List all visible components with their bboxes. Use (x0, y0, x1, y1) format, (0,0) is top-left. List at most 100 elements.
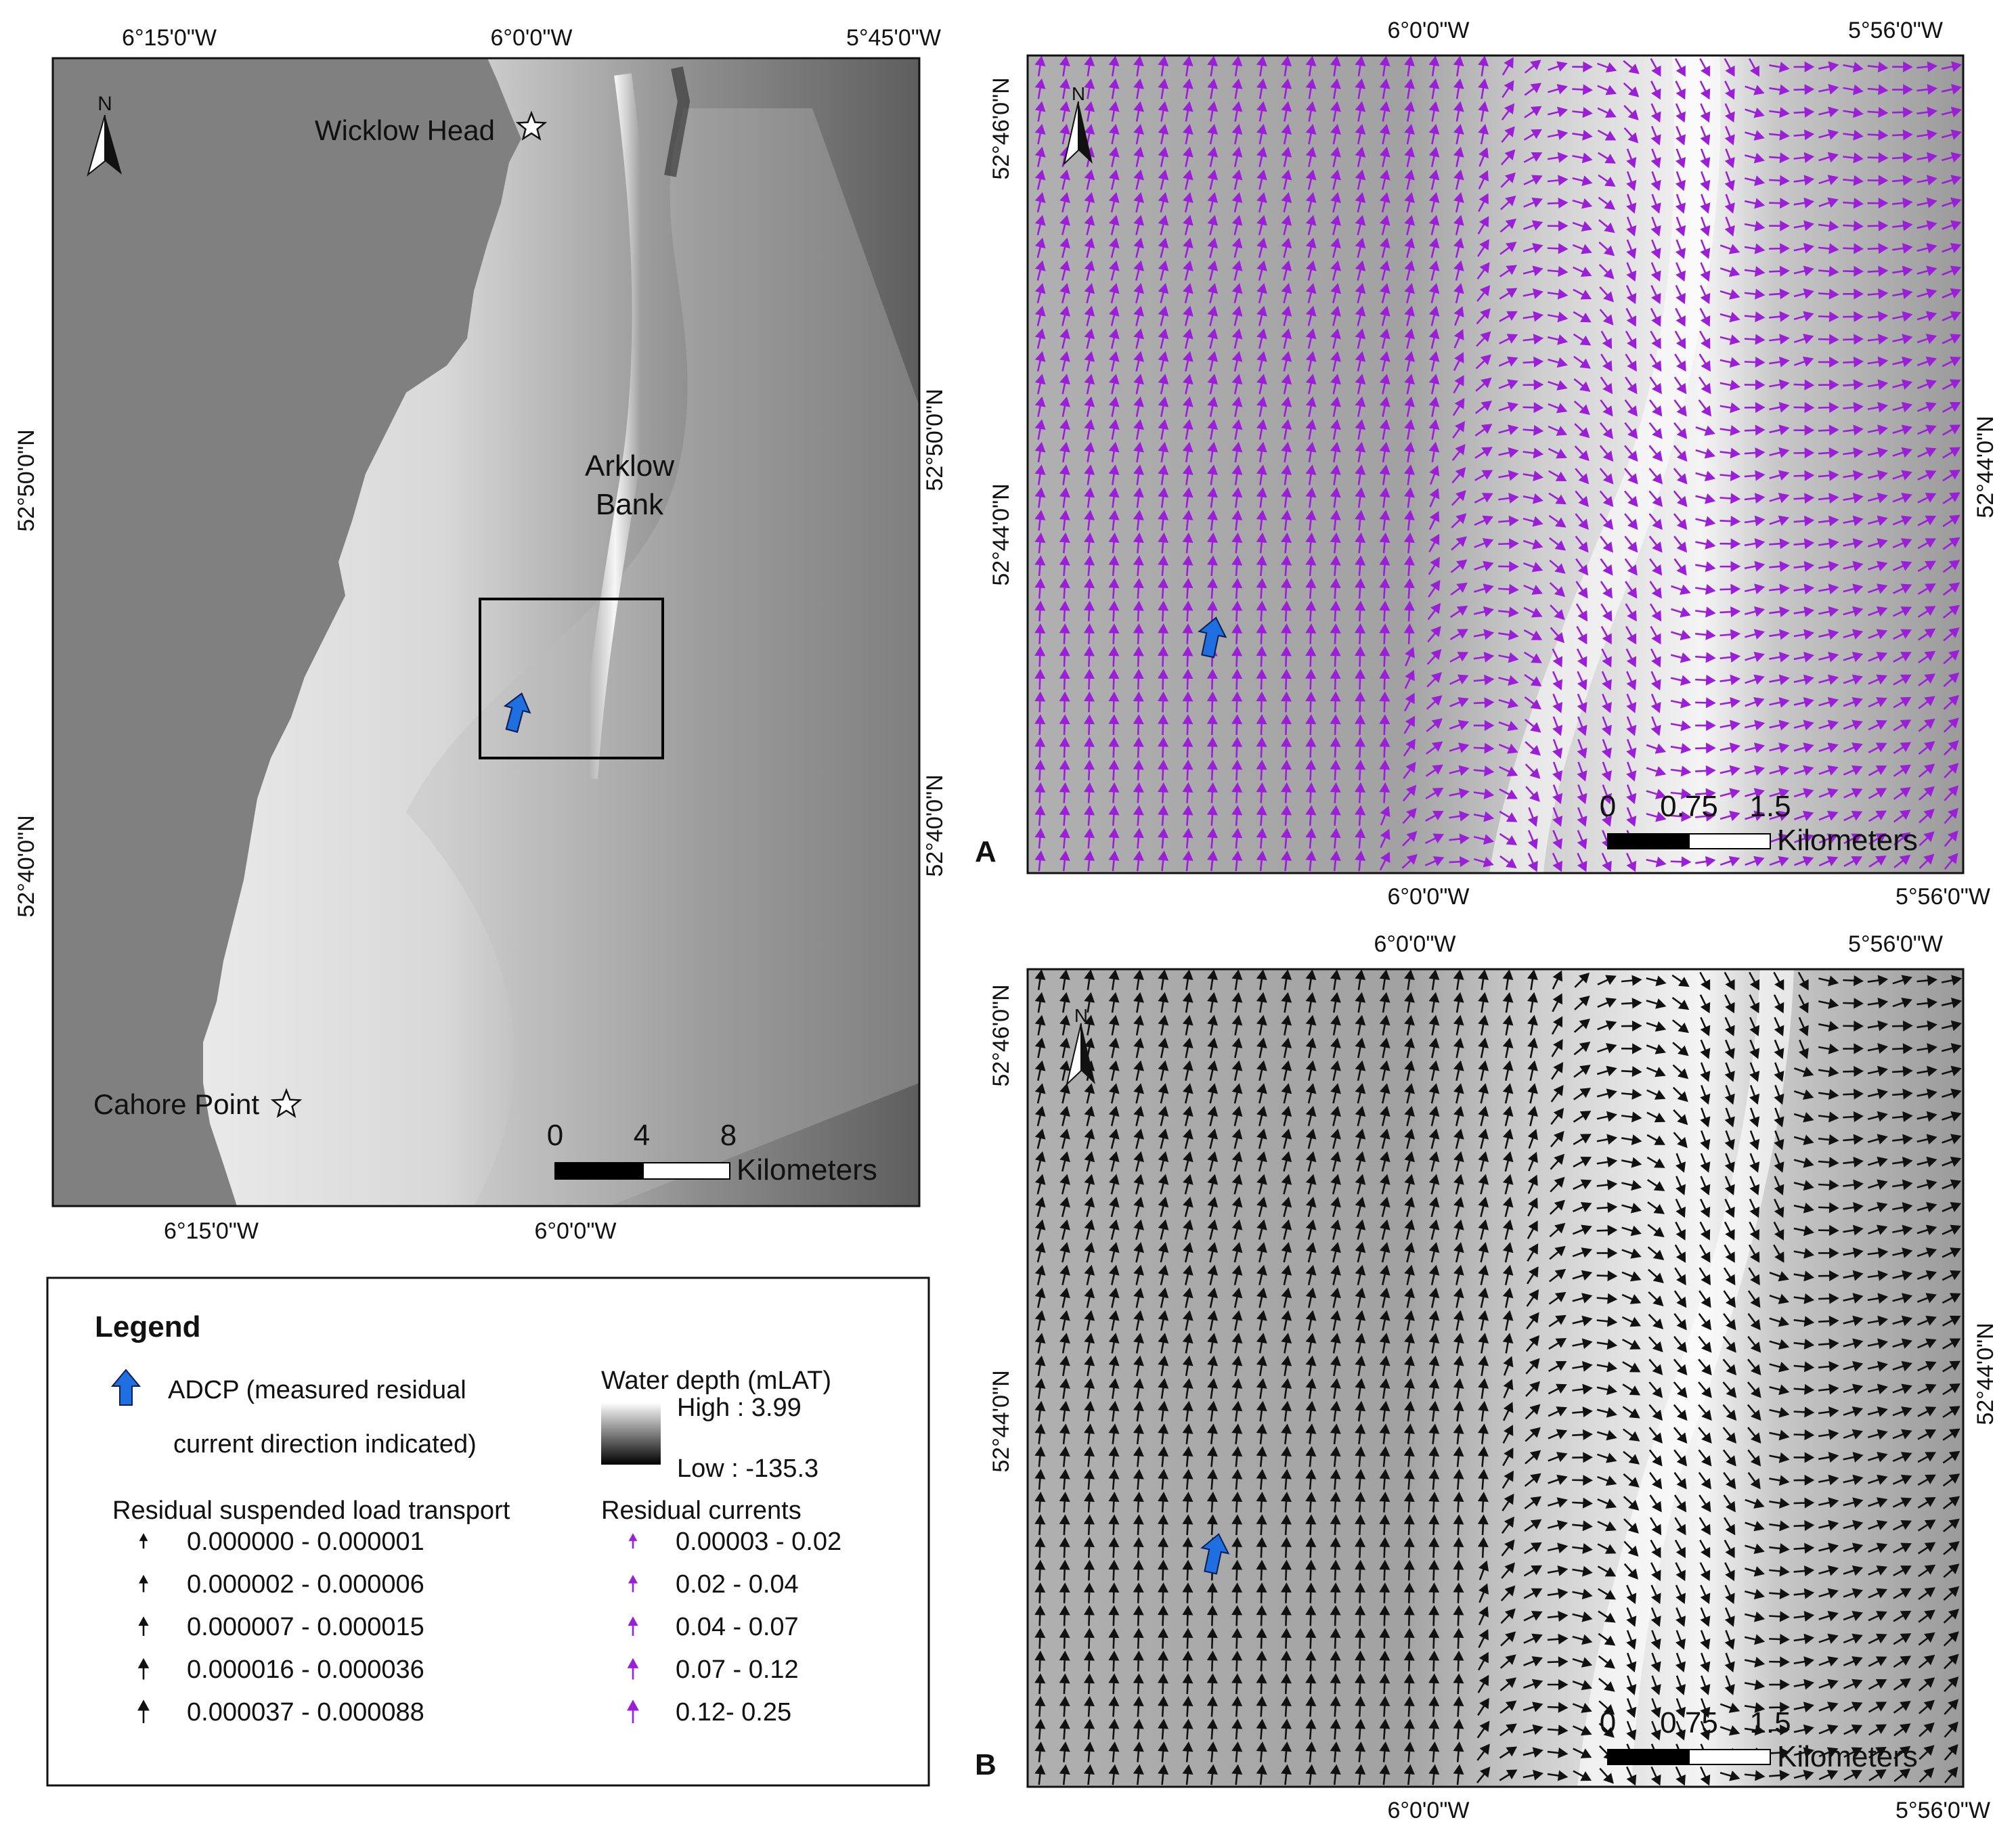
current-arrow-icon (1231, 396, 1243, 418)
arklow-label-line1: Arklow (585, 449, 674, 483)
current-arrow-icon (1794, 833, 1814, 844)
current-arrow-icon (1918, 786, 1935, 801)
transport-arrow-icon (1818, 1565, 1839, 1576)
current-arrow-icon (1744, 515, 1766, 527)
current-arrow-icon (1108, 669, 1120, 690)
panel-a-bottom-tick-1: 6°0'0"W (1388, 884, 1470, 910)
current-arrow-icon (1573, 288, 1592, 300)
transport-arrow-icon (1917, 1383, 1937, 1395)
current-arrow-icon (1084, 532, 1095, 554)
transport-arrow-icon (1206, 1695, 1218, 1717)
current-arrow-icon (1281, 396, 1292, 418)
current-arrow-icon (1547, 175, 1569, 186)
transport-arrow-icon (1868, 1746, 1887, 1759)
current-arrow-icon (1793, 175, 1815, 186)
current-arrow-icon (1673, 558, 1687, 576)
transport-arrow-icon (1942, 1406, 1960, 1418)
transport-arrow-icon (1892, 1315, 1913, 1327)
transport-arrow-icon (1256, 1514, 1267, 1536)
transport-arrow-icon (1281, 1287, 1292, 1308)
current-arrow-icon (1719, 583, 1741, 595)
current-arrow-icon (1601, 852, 1612, 872)
transport-arrow-icon (1305, 1197, 1317, 1218)
current-arrow-icon (1059, 646, 1070, 667)
overview-top-tick-3: 5°45'0"W (846, 25, 941, 51)
current-arrow-icon (1502, 80, 1514, 98)
current-arrow-icon (1034, 283, 1046, 304)
transport-arrow-icon (1108, 1128, 1120, 1149)
current-arrow-icon (1108, 283, 1120, 304)
transport-arrow-icon (1133, 1764, 1144, 1785)
current-arrow-icon (1452, 421, 1466, 439)
current-arrow-icon (1522, 539, 1543, 550)
transport-arrow-icon (1769, 1452, 1790, 1463)
current-arrow-icon (1034, 714, 1046, 735)
current-arrow-icon (1084, 351, 1095, 372)
current-arrow-icon (1552, 693, 1563, 713)
current-arrow-icon (1524, 696, 1541, 710)
transport-arrow-icon (1280, 1605, 1292, 1626)
transport-arrow-icon (1843, 1020, 1864, 1031)
current-arrow-icon (1675, 239, 1686, 259)
transport-arrow-icon (1699, 1290, 1711, 1308)
transport-arrow-icon (1207, 1400, 1219, 1422)
current-arrow-icon (1034, 850, 1046, 872)
transport-arrow-icon (1059, 1628, 1070, 1649)
current-arrow-icon (1330, 101, 1341, 122)
transport-arrow-icon (1379, 1015, 1390, 1036)
current-arrow-icon (1034, 419, 1046, 440)
current-arrow-icon (1451, 513, 1467, 529)
current-arrow-icon (1473, 811, 1495, 822)
current-arrow-icon (1084, 577, 1095, 599)
current-arrow-icon (1793, 810, 1814, 822)
transport-arrow-icon (1231, 1015, 1243, 1036)
current-arrow-icon (1206, 691, 1218, 713)
transport-arrow-icon (1700, 1630, 1711, 1650)
current-arrow-icon (1133, 169, 1145, 190)
current-arrow-icon (1769, 198, 1790, 209)
transport-arrow-icon (1747, 1404, 1761, 1421)
transport-arrow-icon (1843, 1293, 1864, 1304)
transport-arrow-icon (1059, 969, 1070, 990)
transport-arrow-icon (1330, 1355, 1341, 1377)
transport-arrow-icon (1355, 1287, 1366, 1308)
transport-arrow-icon (1404, 1287, 1416, 1308)
current-arrow-icon (1547, 197, 1569, 209)
transport-arrow-icon (1675, 1221, 1686, 1241)
current-arrow-icon (1793, 742, 1814, 753)
transport-arrow-icon (1231, 1650, 1243, 1672)
current-arrow-icon (1719, 334, 1740, 345)
current-arrow-icon (1206, 828, 1218, 849)
transport-arrow-icon (1596, 1179, 1618, 1191)
transport-arrow-icon (1305, 1718, 1317, 1740)
current-arrow-icon (1158, 441, 1169, 463)
transport-arrow-icon (1527, 1083, 1538, 1104)
transport-arrow-icon (1478, 1560, 1489, 1580)
current-arrow-icon (1918, 696, 1935, 709)
current-arrow-icon (1867, 356, 1889, 368)
transport-arrow-icon (1622, 1339, 1641, 1350)
current-arrow-icon (1769, 220, 1790, 231)
current-arrow-icon (1256, 78, 1267, 99)
transport-arrow-icon (1477, 1651, 1489, 1671)
transport-arrow-icon (1379, 1038, 1390, 1059)
transport-arrow-icon (1158, 1310, 1169, 1331)
current-arrow-icon (1404, 396, 1415, 418)
current-arrow-icon (1428, 146, 1440, 167)
current-arrow-icon (1305, 646, 1317, 667)
transport-arrow-icon (1207, 1219, 1219, 1240)
transport-arrow-icon (1478, 1583, 1489, 1603)
transport-arrow-icon (1724, 1039, 1735, 1059)
transport-arrow-icon (1868, 1633, 1887, 1645)
current-arrow-icon (1404, 78, 1415, 99)
transport-arrow-icon (1698, 1449, 1712, 1467)
current-arrow-icon (1793, 538, 1815, 550)
current-arrow-icon (1133, 146, 1145, 167)
panel-a-scale-15: 1.5 (1749, 790, 1791, 823)
transport-arrow-icon (1650, 1766, 1661, 1786)
current-arrow-icon (1793, 152, 1815, 163)
current-arrow-icon (1108, 805, 1120, 826)
transport-arrow-icon (1748, 1267, 1760, 1286)
transport-arrow-icon (1501, 1562, 1515, 1579)
current-arrow-icon (1498, 583, 1519, 595)
